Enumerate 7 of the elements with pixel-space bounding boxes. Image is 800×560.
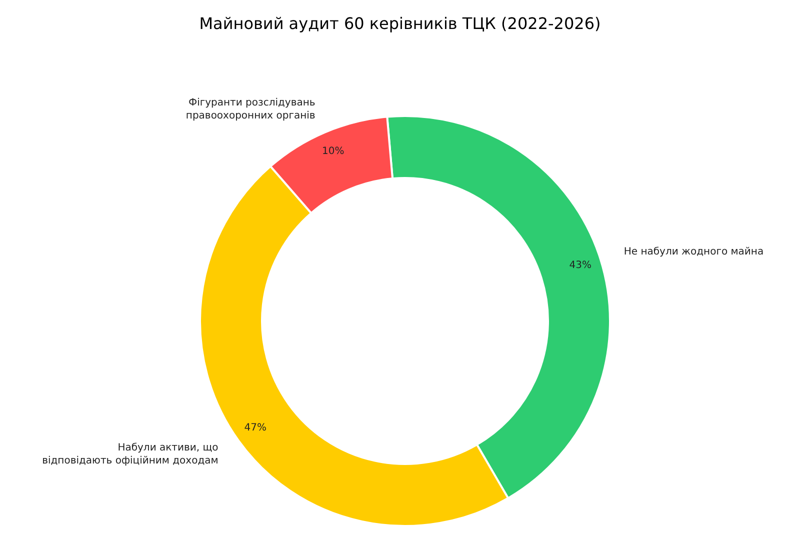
data-label: 43% <box>569 260 592 271</box>
data-label: 10% <box>322 146 344 158</box>
slice-label: Не набули жодного майна <box>624 246 764 258</box>
slice-label: Набули активи, що відповідають офіційним доходам <box>42 442 218 466</box>
slice-label: Фігуранти розслідувань правоохоронних органів <box>186 97 316 122</box>
data-label: 47% <box>244 422 267 434</box>
chart-title: Майновий аудит 60 керівників ТЦК (2022-2026) <box>198 13 602 35</box>
